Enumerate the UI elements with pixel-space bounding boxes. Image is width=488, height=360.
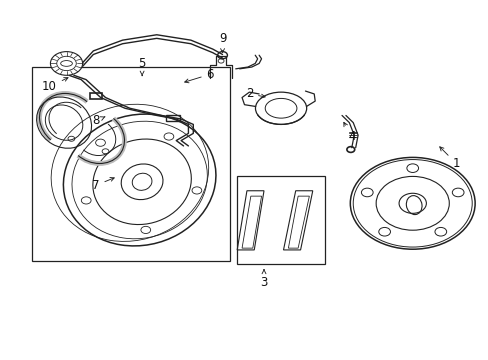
Text: 5: 5 (138, 57, 145, 76)
Text: 2: 2 (245, 87, 264, 100)
Bar (166, 116, 180, 121)
Text: 9: 9 (218, 32, 226, 53)
Text: 10: 10 (42, 78, 68, 93)
Text: 6: 6 (184, 68, 214, 83)
Text: 3: 3 (260, 270, 267, 289)
Bar (90, 93, 102, 99)
Text: 8: 8 (92, 114, 105, 127)
Text: 1: 1 (439, 147, 459, 170)
Text: 7: 7 (92, 177, 114, 192)
Text: 4: 4 (343, 122, 355, 144)
Bar (32, 67, 229, 261)
Bar (237, 176, 325, 264)
Circle shape (50, 51, 82, 75)
